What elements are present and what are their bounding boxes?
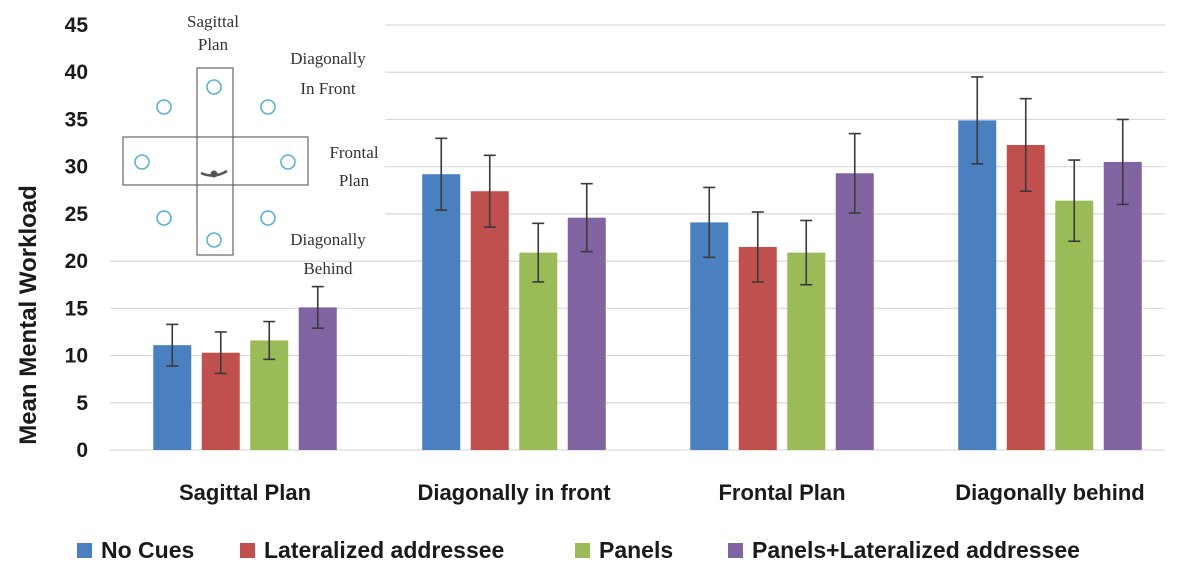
inset-label-diag-behind-2: Behind	[303, 259, 353, 278]
speaker-position-marker	[260, 210, 276, 226]
speaker-position-marker	[156, 210, 172, 226]
legend-swatch	[77, 543, 92, 558]
y-tick-label: 10	[65, 345, 88, 368]
bar	[1103, 161, 1142, 450]
y-axis-ticks: 0 5 10 15 20 25 30 35 40 45	[65, 14, 89, 462]
x-axis-categories: Sagittal Plan Diagonally in front Frontal …	[179, 480, 1145, 505]
y-axis-label: Mean Mental Workload	[15, 185, 42, 445]
speaker-position-marker	[260, 99, 276, 115]
bar	[1006, 144, 1045, 450]
inset-label-diag-behind-1: Diagonally	[290, 230, 366, 249]
bar	[470, 191, 509, 450]
bar	[1055, 200, 1094, 450]
bar	[690, 222, 729, 450]
x-category-label: Diagonally in front	[417, 480, 611, 505]
y-tick-label: 15	[65, 297, 89, 320]
inset-label-diag-front-1: Diagonally	[290, 49, 366, 68]
y-tick-label: 5	[76, 392, 88, 415]
legend-label: Panels+Lateralized addressee	[752, 537, 1080, 563]
position-inset-diagram: Sagittal Plan Diagonally In Front Fronta…	[110, 5, 385, 278]
speaker-position-marker	[134, 154, 150, 170]
bar	[519, 252, 558, 450]
inset-label-frontal-1: Frontal	[329, 143, 378, 162]
bar	[298, 307, 337, 450]
error-bars	[166, 76, 1129, 375]
y-tick-label: 30	[65, 156, 88, 179]
x-category-label: Diagonally behind	[955, 480, 1144, 505]
listener-nose-icon	[210, 170, 218, 178]
speaker-position-marker	[206, 232, 222, 248]
inset-label-frontal-2: Plan	[339, 171, 370, 190]
speaker-positions	[134, 79, 296, 248]
y-tick-label: 25	[65, 203, 89, 226]
speaker-position-marker	[206, 79, 222, 95]
legend-label: Lateralized addressee	[264, 537, 504, 563]
inset-background	[110, 5, 385, 260]
x-category-label: Sagittal Plan	[179, 480, 311, 505]
legend-swatch	[575, 543, 590, 558]
y-tick-label: 20	[65, 250, 88, 273]
y-tick-label: 35	[65, 108, 89, 131]
legend-swatch	[728, 543, 743, 558]
legend-label: No Cues	[101, 537, 194, 563]
inset-label-sagittal-2: Plan	[198, 35, 229, 54]
speaker-position-marker	[156, 99, 172, 115]
legend-swatch	[240, 543, 255, 558]
y-tick-label: 45	[65, 14, 89, 37]
bar	[422, 174, 461, 450]
bar	[958, 120, 997, 450]
y-tick-label: 0	[76, 439, 88, 462]
legend-label: Panels	[599, 537, 673, 563]
bar	[567, 217, 606, 450]
speaker-position-marker	[280, 154, 296, 170]
inset-frontal-rect	[122, 136, 309, 186]
y-tick-label: 40	[65, 61, 88, 84]
inset-sagittal-rect	[196, 67, 234, 256]
inset-label-sagittal-1: Sagittal	[187, 12, 239, 31]
x-category-label: Frontal Plan	[718, 480, 845, 505]
bar	[835, 173, 874, 450]
legend: No Cues Lateralized addressee Panels Panels…	[77, 537, 1080, 563]
inset-label-diag-front-2: In Front	[300, 79, 356, 98]
